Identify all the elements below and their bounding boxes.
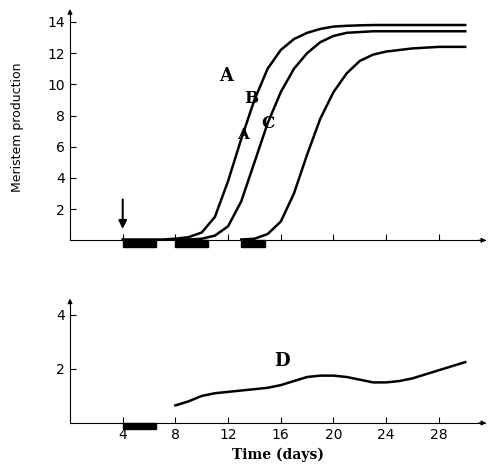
Bar <box>176 240 208 247</box>
Bar <box>242 240 265 247</box>
Bar <box>122 240 156 247</box>
Text: C: C <box>261 115 274 132</box>
Text: D: D <box>274 352 290 370</box>
Y-axis label: Meristem production: Meristem production <box>12 63 24 192</box>
Bar <box>122 423 156 429</box>
Text: B: B <box>244 90 258 107</box>
X-axis label: Time (days): Time (days) <box>232 447 324 462</box>
Text: A: A <box>238 128 249 142</box>
Text: A: A <box>219 67 233 85</box>
